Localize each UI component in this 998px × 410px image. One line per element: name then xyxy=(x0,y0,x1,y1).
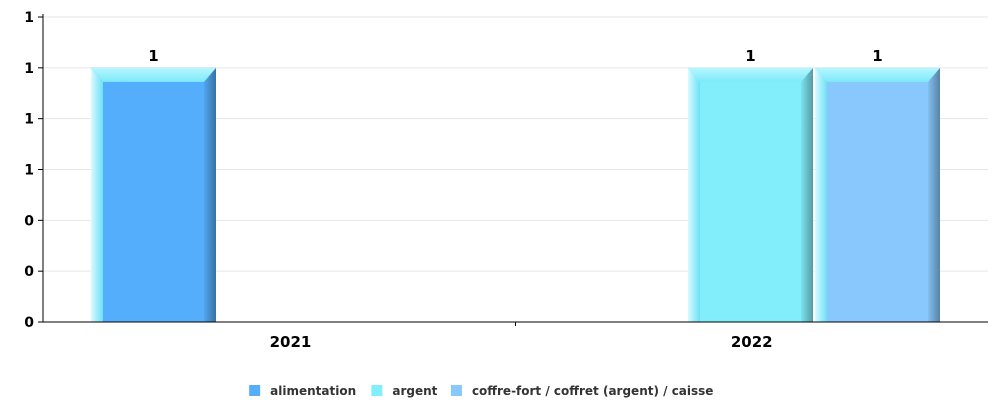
y-tick-label: 1 xyxy=(24,61,34,77)
axes xyxy=(38,14,988,326)
y-tick-label: 1 xyxy=(24,10,34,26)
legend-swatch xyxy=(249,385,261,396)
x-category-label: 2021 xyxy=(270,333,312,351)
bar-face xyxy=(815,67,940,322)
bar-top-bevel xyxy=(688,67,813,82)
bars xyxy=(91,67,940,322)
bar-left-bevel xyxy=(815,67,827,322)
legend: alimentation argent coffre-fort / coffret … xyxy=(249,384,713,398)
data-label: 1 xyxy=(745,47,755,65)
y-tick-label: 0 xyxy=(24,315,34,331)
legend-label: coffre-fort / coffret (argent) / caisse xyxy=(472,384,714,398)
bar-face xyxy=(91,67,216,322)
labels: 0 0 0 1 1 1 1 2021 2022 1 1 1 xyxy=(24,10,882,351)
data-label: 1 xyxy=(148,47,158,65)
legend-label: argent xyxy=(392,384,437,398)
legend-item[interactable]: alimentation xyxy=(249,384,356,398)
legend-item[interactable]: coffre-fort / coffret (argent) / caisse xyxy=(450,384,714,398)
legend-item[interactable]: argent xyxy=(371,384,438,398)
y-tick-label: 0 xyxy=(24,264,34,280)
bar-left-bevel xyxy=(688,67,700,322)
bar-alimentation-2021 xyxy=(91,67,216,322)
bar-right-shade xyxy=(204,67,216,322)
bar-coffre-fort-coffret-argent-caisse-2022 xyxy=(815,67,940,322)
data-label: 1 xyxy=(872,47,882,65)
y-tick-label: 1 xyxy=(24,112,34,128)
bar-top-bevel xyxy=(815,67,940,82)
x-category-label: 2022 xyxy=(731,333,773,351)
bar-right-shade xyxy=(928,67,940,322)
y-tick-label: 1 xyxy=(24,163,34,179)
bar-face xyxy=(688,67,813,322)
legend-swatch xyxy=(371,385,383,396)
legend-label: alimentation xyxy=(270,384,356,398)
legend-swatch xyxy=(450,385,462,396)
bar-left-bevel xyxy=(91,67,103,322)
bar-right-shade xyxy=(801,67,813,322)
bar-argent-2022 xyxy=(688,67,813,322)
bar-top-bevel xyxy=(91,67,216,82)
y-tick-label: 0 xyxy=(24,213,34,229)
